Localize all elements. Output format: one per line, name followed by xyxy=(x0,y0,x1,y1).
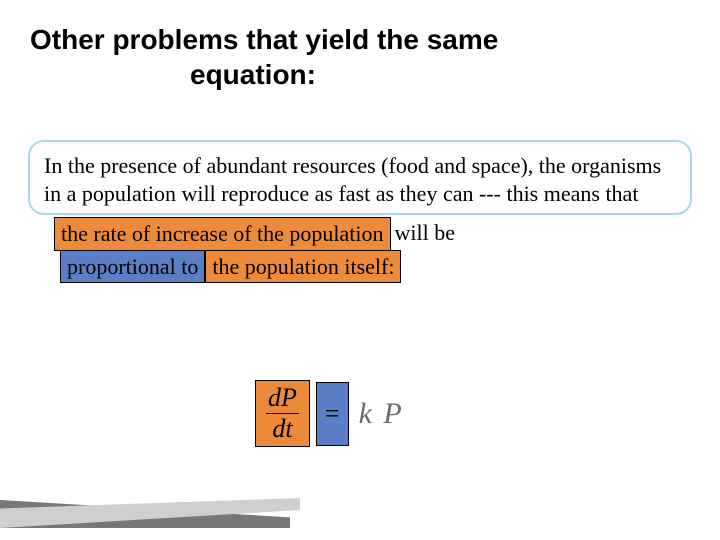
body-box: In the presence of abundant resources (f… xyxy=(28,140,692,215)
equation-denominator: dt xyxy=(266,414,299,442)
decorative-wedge xyxy=(0,486,300,528)
equation-fraction: dP dt xyxy=(255,380,310,447)
highlight-proportional: proportional to xyxy=(60,250,205,284)
highlight-rate: the rate of increase of the population xyxy=(54,217,391,251)
title-line-2: equation: xyxy=(30,57,690,92)
highlight-row-2: proportional to the population itself: xyxy=(60,250,720,284)
highlight-row-1: the rate of increase of the population w… xyxy=(54,217,720,251)
equation-equals: = xyxy=(316,382,349,446)
equation-rhs: k P xyxy=(355,397,404,431)
body-text: In the presence of abundant resources (f… xyxy=(44,152,676,207)
equation-numerator: dP xyxy=(266,385,299,414)
slide-title: Other problems that yield the same equat… xyxy=(0,0,720,92)
title-line-1: Other problems that yield the same xyxy=(30,24,498,55)
highlight-population: the population itself: xyxy=(205,250,401,284)
highlight-willbe: will be xyxy=(391,217,460,251)
equation: dP dt = k P xyxy=(255,380,404,447)
